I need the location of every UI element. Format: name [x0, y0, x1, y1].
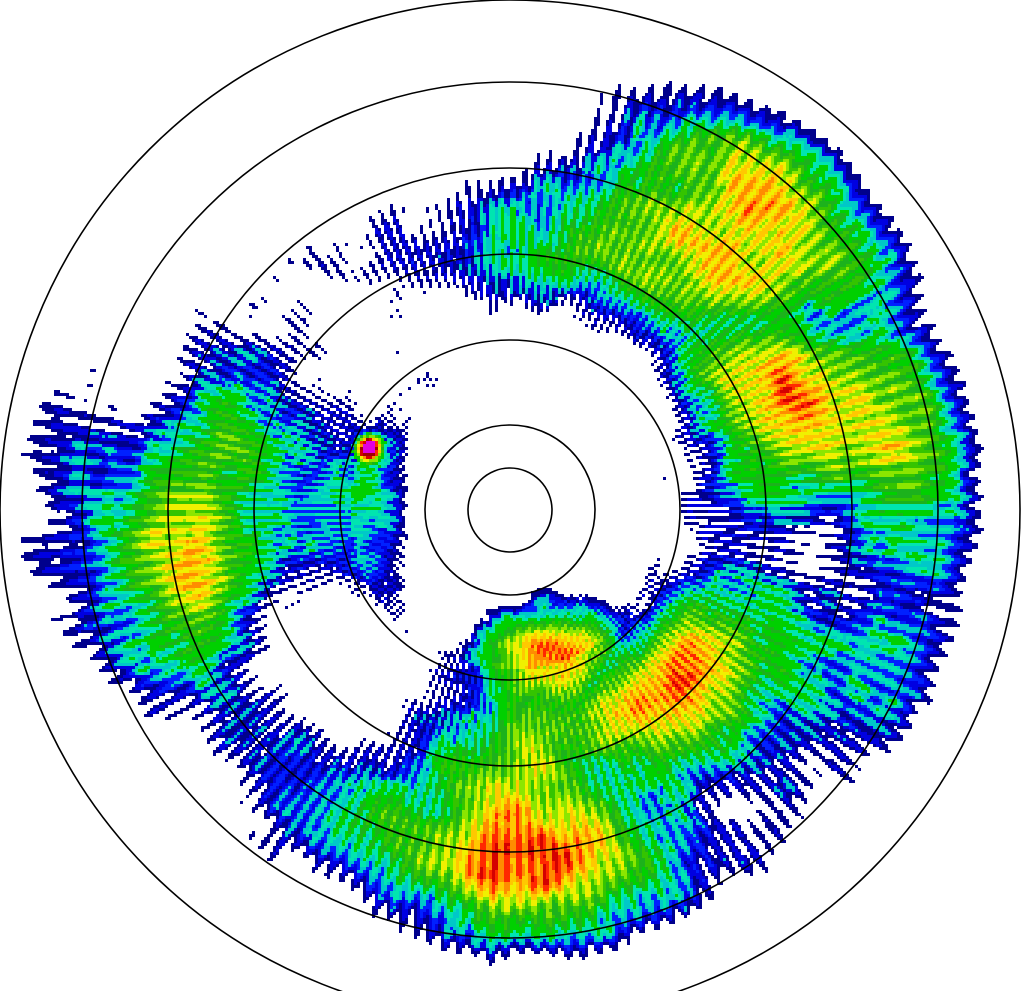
radar-reflectivity-canvas[interactable]	[0, 0, 1029, 991]
radar-display: Base Reflectivity dBZ	[0, 0, 1029, 991]
